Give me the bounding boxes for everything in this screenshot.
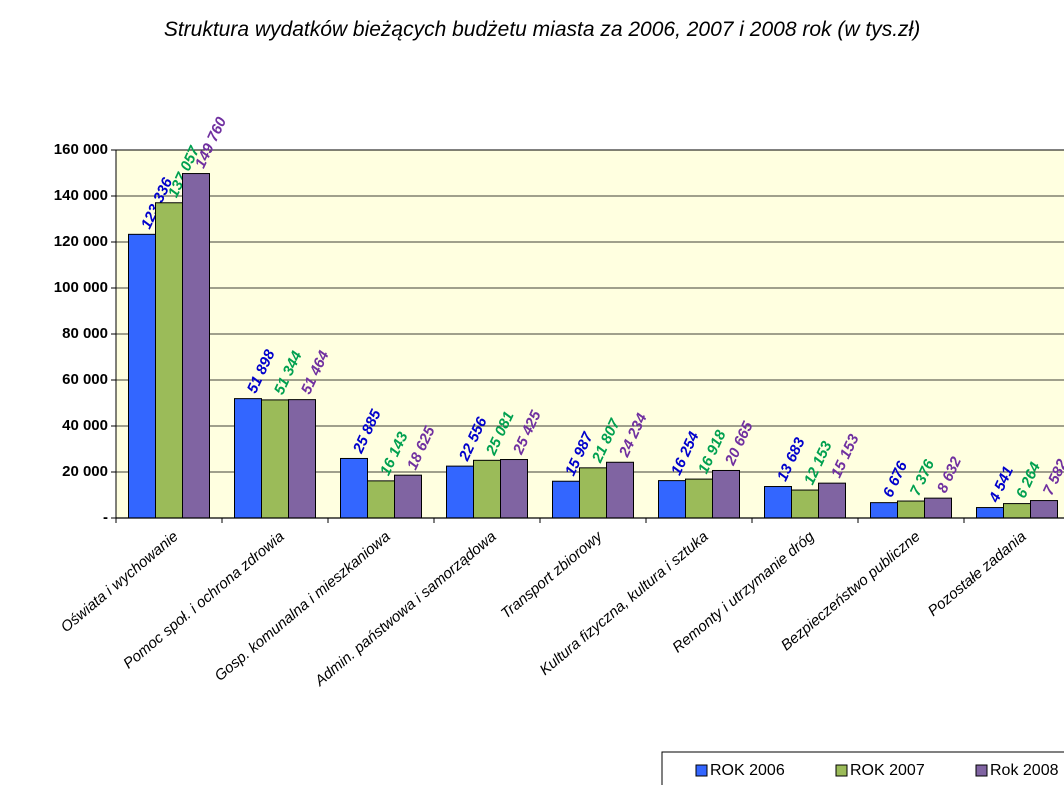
bar — [976, 507, 1004, 519]
legend-label: ROK 2007 — [850, 762, 925, 779]
bar — [446, 465, 474, 519]
bar — [552, 480, 580, 519]
bar — [288, 399, 316, 519]
bar — [818, 482, 846, 519]
x-tick-label: Gosp. komunalna i mieszkaniowa — [211, 528, 393, 685]
chart-title: Struktura wydatków bieżących budżetu mia… — [163, 18, 921, 41]
y-tick-label: 120 000 — [54, 233, 108, 250]
y-tick-label: 80 000 — [62, 325, 108, 342]
bar — [897, 500, 925, 519]
bar — [606, 461, 634, 519]
bar — [791, 489, 819, 519]
x-tick-label: Kultura fizyczna, kultura i sztuka — [537, 528, 712, 679]
y-tick-label: - — [103, 509, 108, 526]
legend-label: ROK 2006 — [710, 762, 785, 779]
bar — [870, 502, 898, 519]
bar — [712, 469, 740, 519]
bar — [500, 459, 528, 519]
x-tick-label: Pozostałe zadania — [925, 528, 1030, 620]
bar — [473, 459, 501, 519]
bar — [261, 399, 289, 519]
bar — [128, 233, 156, 519]
x-tick-label: Oświata i wychowanie — [58, 528, 182, 636]
bar — [1003, 503, 1031, 519]
bar — [579, 467, 607, 519]
x-tick-label: Transport zbiorowy — [498, 527, 607, 622]
y-tick-label: 20 000 — [62, 463, 108, 480]
legend-swatch — [835, 764, 848, 777]
legend-box — [661, 751, 1064, 785]
y-tick-label: 160 000 — [54, 141, 108, 158]
bar — [182, 173, 210, 519]
bar — [367, 480, 395, 519]
bar — [924, 497, 952, 519]
bar — [155, 202, 183, 519]
legend-swatch — [975, 764, 988, 777]
legend-swatch — [695, 764, 708, 777]
y-tick-label: 140 000 — [54, 187, 108, 204]
x-tick-label: Admin. państwowa i samorządowa — [311, 528, 500, 690]
y-tick-label: 100 000 — [54, 279, 108, 296]
bar — [340, 457, 368, 519]
bar — [764, 486, 792, 519]
bar — [234, 398, 262, 519]
bar — [658, 480, 686, 519]
bar — [1030, 500, 1058, 519]
y-tick-label: 40 000 — [62, 417, 108, 434]
bar — [685, 478, 713, 519]
y-tick-label: 60 000 — [62, 371, 108, 388]
bar — [394, 474, 422, 519]
legend-label: Rok 2008 — [990, 762, 1059, 779]
